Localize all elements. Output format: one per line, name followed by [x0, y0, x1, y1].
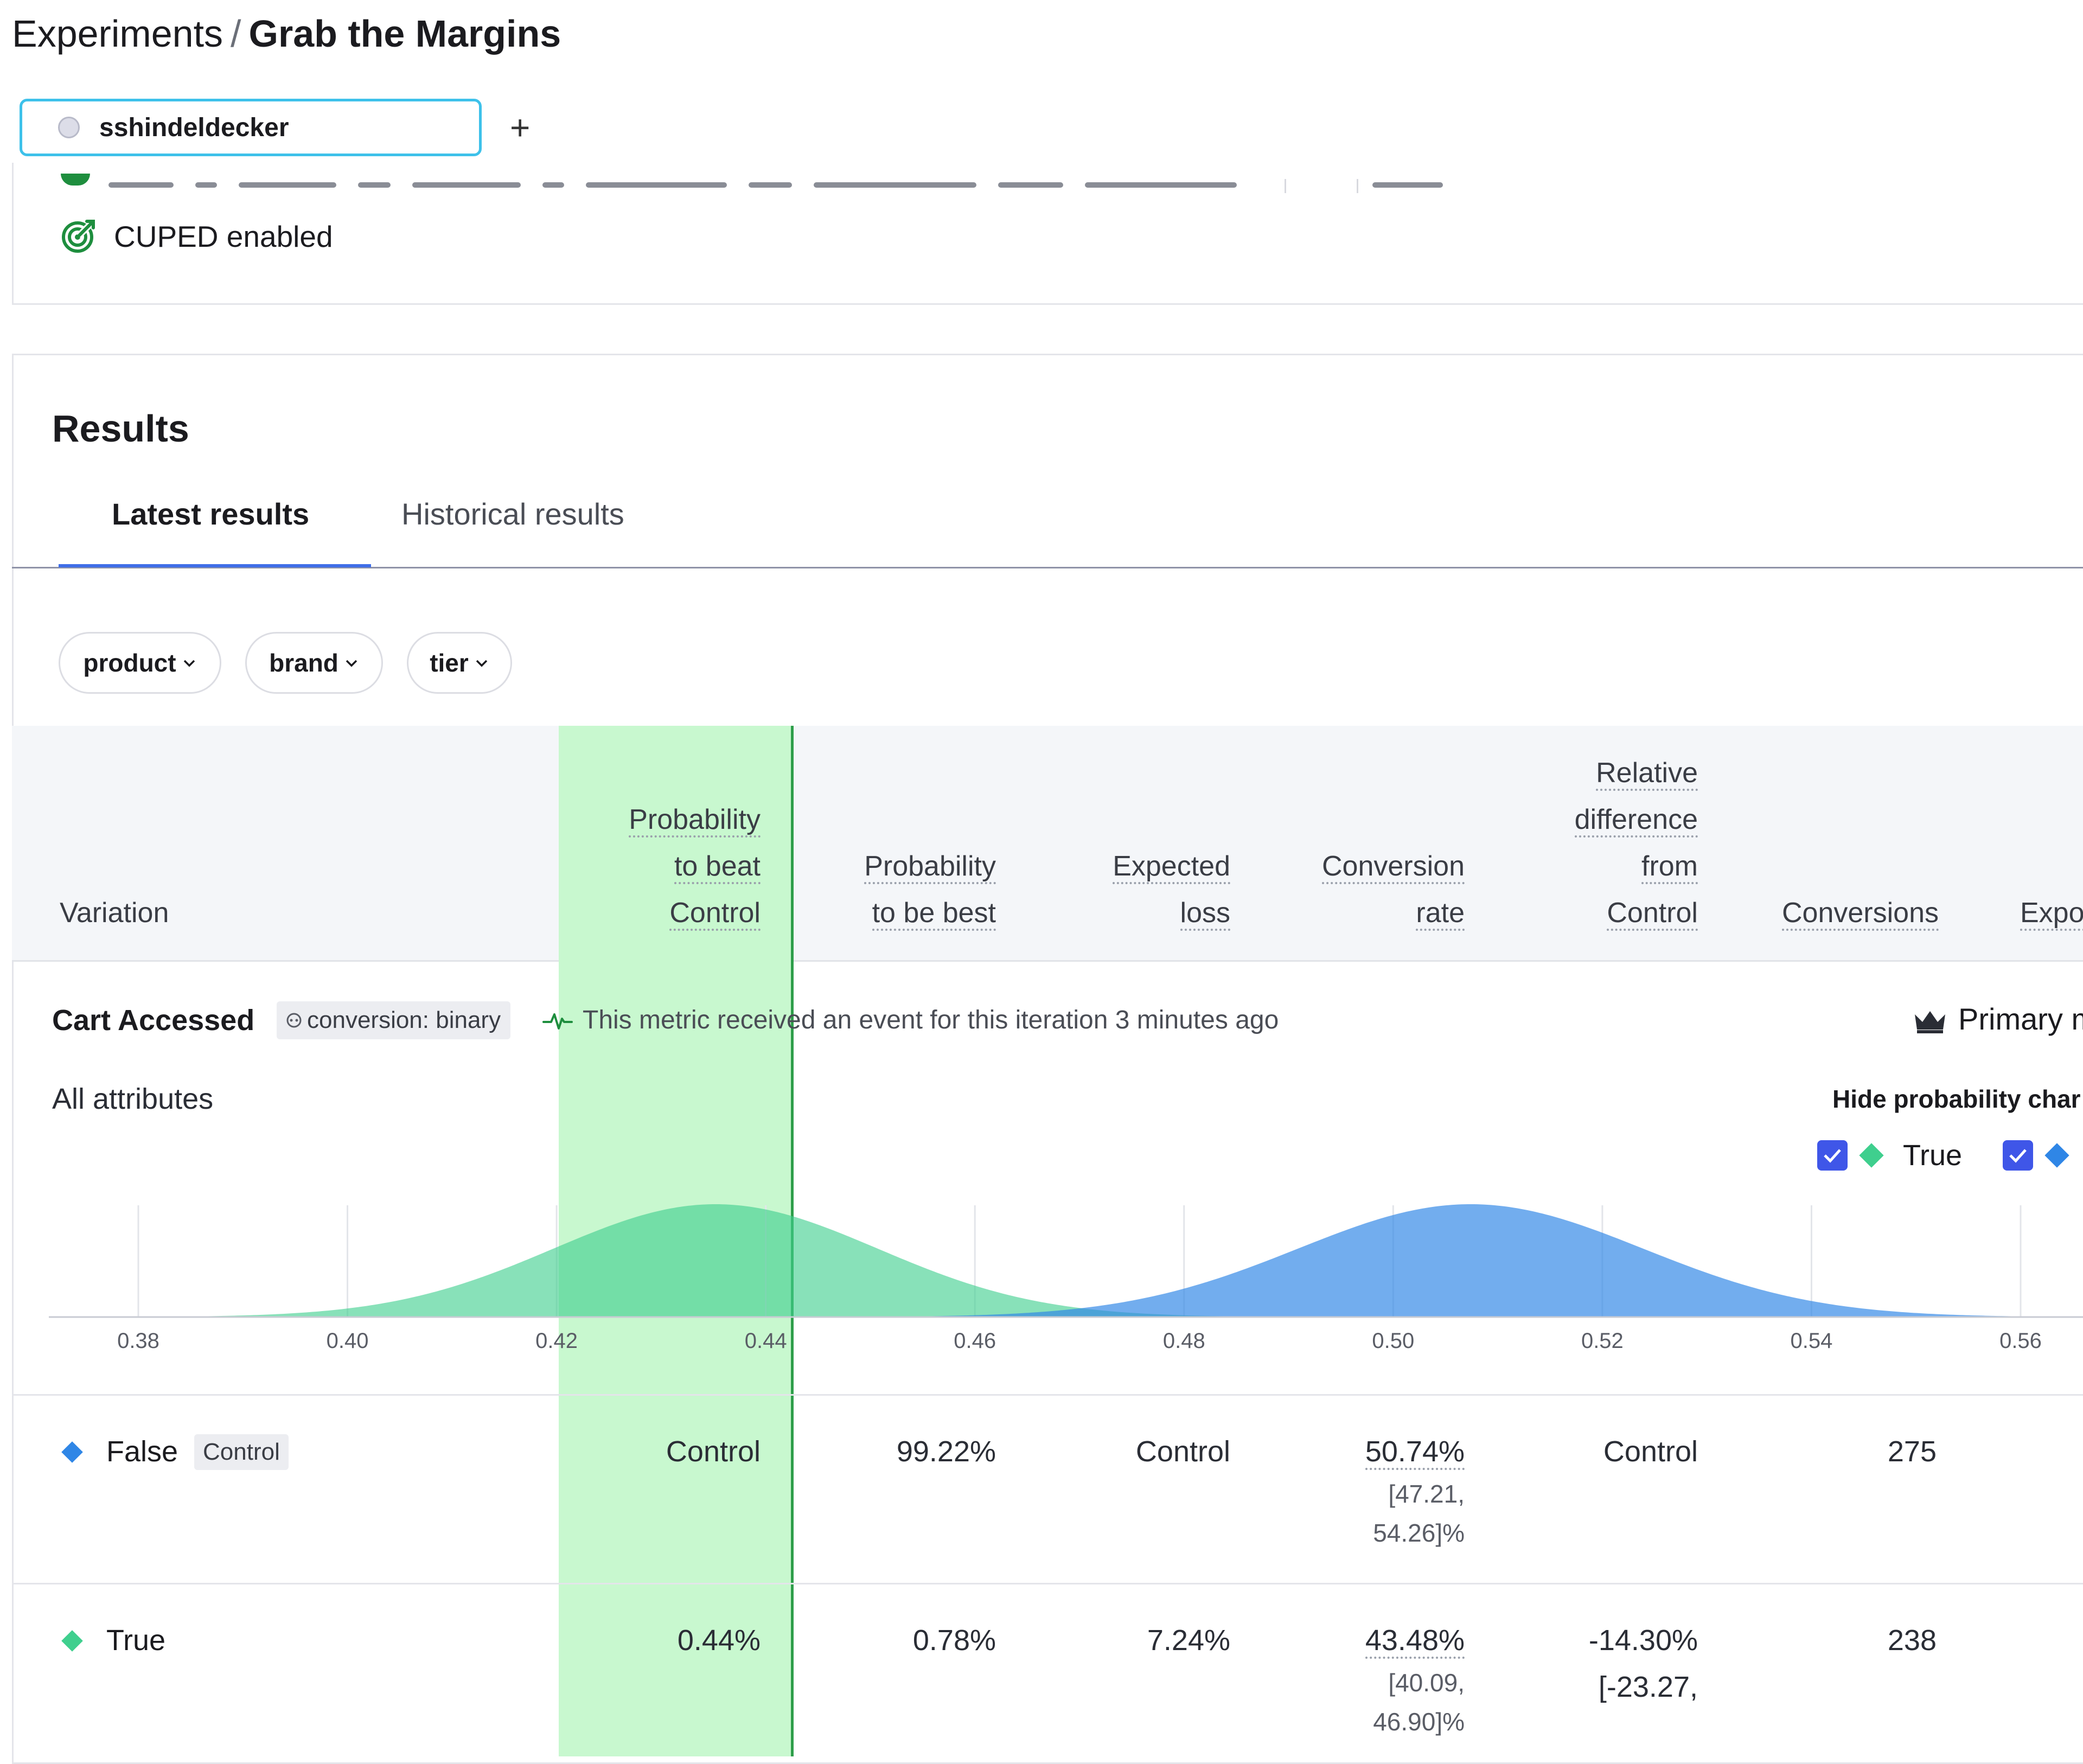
x-tick-label-0: 0.38 [117, 1329, 159, 1353]
variation-name: False [106, 1435, 178, 1468]
cell-probability-to-beat: 0.44% [677, 1624, 761, 1657]
relative-difference-ci: [-23.27, [1598, 1671, 1698, 1703]
breadcrumb-separator: / [231, 12, 241, 55]
cell-probability-to-be-best: 0.78% [912, 1624, 996, 1657]
x-tick-label-4: 0.46 [954, 1329, 996, 1353]
conversion-icon [286, 1013, 302, 1028]
chevron-down-icon [476, 660, 488, 667]
pulse-icon [542, 1013, 573, 1030]
tab-divider [12, 567, 2083, 568]
filter-brand[interactable]: brand [245, 632, 383, 694]
cell-conversions: 275 [1887, 1435, 1937, 1468]
column-header-probability-to-be-best[interactable]: Probability to be best [814, 843, 996, 936]
x-tick-label-8: 0.54 [1790, 1329, 1833, 1353]
x-axis-ticks: 0.38 0.40 0.42 0.44 0.46 0.48 0.50 0.52 0.54 0.56 [0, 1329, 2083, 1367]
column-header-probability-to-beat-control[interactable]: Probability to beat Control [575, 796, 761, 936]
column-header-conversions[interactable]: Conversions [1736, 890, 1939, 936]
table-header [12, 726, 2083, 962]
metric-type-label: conversion: binary [307, 1007, 501, 1033]
filter-tier-label: tier [430, 649, 469, 677]
filter-tier[interactable]: tier [407, 632, 512, 694]
results-title: Results [52, 407, 189, 450]
cell-expected-loss: Control [1135, 1435, 1230, 1468]
breadcrumb: Experiments / Grab the Margins [12, 12, 561, 55]
hide-probability-chart-toggle[interactable]: Hide probability char [1832, 1085, 2081, 1113]
metric-type-badge: conversion: binary [277, 1001, 511, 1039]
clipped-settings-line [108, 177, 1465, 193]
probability-distribution-chart [49, 1204, 2083, 1318]
chevron-down-icon [346, 660, 357, 667]
column-header-exposures[interactable]: Expo [2020, 890, 2083, 936]
page-title: Grab the Margins [248, 12, 561, 55]
filter-product[interactable]: product [59, 632, 221, 694]
column-header-relative-difference[interactable]: Relative difference from Control [1508, 750, 1698, 936]
conversion-ci-upper: 46.90]% [1373, 1708, 1465, 1736]
distribution-area-true [49, 1204, 2083, 1317]
conversion-ci-lower: [40.09, [1388, 1669, 1465, 1697]
cell-relative-difference: -14.30% [1588, 1624, 1698, 1657]
tab-latest-results[interactable]: Latest results [112, 497, 310, 531]
column-header-variation: Variation [60, 897, 169, 929]
x-tick-label-5: 0.48 [1162, 1329, 1205, 1353]
x-tick-label-1: 0.40 [326, 1329, 369, 1353]
legend-false-checkbox[interactable] [2003, 1140, 2033, 1171]
cuped-target-icon [62, 220, 95, 253]
column-header-expected-loss[interactable]: Expected loss [1058, 843, 1230, 936]
filter-brand-label: brand [269, 649, 338, 677]
user-tab-label: sshindeldecker [99, 113, 289, 142]
primary-metric-label: Primary m [1958, 1002, 2083, 1036]
legend-true-label: True [1903, 1139, 1963, 1172]
legend-true-checkbox[interactable] [1817, 1140, 1848, 1171]
user-tab[interactable]: sshindeldecker [20, 99, 482, 156]
row-divider [12, 1583, 2083, 1584]
x-tick-label-7: 0.52 [1581, 1329, 1624, 1353]
tab-historical-results[interactable]: Historical results [401, 497, 624, 531]
user-status-dot-icon [58, 117, 80, 138]
cell-conversion-rate[interactable]: 43.48% [1269, 1621, 1465, 1660]
cuped-label: CUPED enabled [114, 220, 333, 253]
attributes-label: All attributes [52, 1083, 214, 1115]
conversion-ci-upper: 54.26]% [1373, 1519, 1465, 1547]
variation-name: True [106, 1624, 166, 1657]
breadcrumb-experiments-link[interactable]: Experiments [12, 12, 223, 55]
cell-conversion-rate[interactable]: 50.74% [1269, 1432, 1465, 1471]
control-badge: Control [194, 1434, 289, 1470]
cell-expected-loss: 7.24% [1147, 1624, 1230, 1657]
results-card [12, 354, 2083, 1764]
cell-relative-difference: Control [1603, 1435, 1698, 1468]
metric-name: Cart Accessed [52, 1004, 255, 1037]
false-diamond-icon [61, 1441, 83, 1463]
x-tick-label-2: 0.42 [535, 1329, 578, 1353]
conversion-ci-lower: [47.21, [1388, 1480, 1465, 1508]
active-tab-indicator [59, 564, 371, 567]
check-circle-icon [61, 174, 90, 186]
distribution-area-false [49, 1204, 2083, 1317]
x-tick-label-3: 0.44 [744, 1329, 787, 1353]
x-tick-label-6: 0.50 [1372, 1329, 1415, 1353]
row-divider [12, 1394, 2083, 1396]
cell-conversions: 238 [1887, 1624, 1937, 1657]
true-diamond-icon [61, 1630, 83, 1652]
x-tick-label-9: 0.56 [1999, 1329, 2042, 1353]
crown-icon [1915, 1011, 1945, 1033]
false-diamond-icon [2044, 1143, 2069, 1168]
filter-product-label: product [83, 649, 176, 677]
cell-probability-to-beat: Control [666, 1435, 761, 1468]
chevron-down-icon [183, 660, 195, 667]
true-diamond-icon [1859, 1143, 1884, 1168]
cell-probability-to-be-best: 99.22% [896, 1435, 996, 1468]
add-tab-button[interactable]: + [510, 108, 531, 147]
metric-event-status: This metric received an event for this i… [583, 1006, 1279, 1034]
column-header-conversion-rate[interactable]: Conversion rate [1269, 843, 1465, 936]
